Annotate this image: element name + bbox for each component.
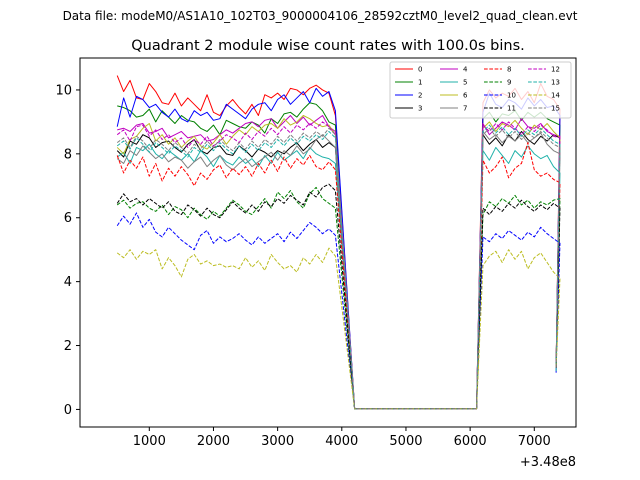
legend-label: 2	[418, 92, 422, 100]
y-tick-label: 0	[64, 403, 72, 418]
series-line-15	[116, 127, 561, 410]
y-tick-label: 10	[55, 83, 72, 98]
legend-label: 8	[507, 66, 511, 74]
series-line-11	[116, 183, 561, 410]
axes-frame	[79, 57, 577, 428]
legend-label: 12	[551, 66, 560, 74]
x-tick-label: 6000	[454, 434, 487, 449]
legend-label: 7	[463, 105, 467, 113]
series-line-5	[116, 143, 561, 410]
plot-area	[116, 75, 561, 410]
x-tick-label: 5000	[389, 434, 422, 449]
x-tick-label: 4000	[325, 434, 358, 449]
legend-label: 9	[507, 79, 511, 87]
x-tick-label: 2000	[197, 434, 230, 449]
legend-label: 13	[551, 79, 560, 87]
series-line-13	[116, 124, 561, 410]
series-line-9	[116, 186, 561, 410]
legend-label: 10	[507, 92, 516, 100]
legend-label: 5	[463, 79, 467, 87]
series-line-1	[117, 102, 561, 410]
legend-box	[389, 61, 572, 119]
legend-label: 4	[463, 66, 468, 74]
series-line-10	[116, 212, 561, 410]
y-tick-label: 8	[64, 147, 72, 162]
legend-label: 0	[418, 66, 422, 74]
figure-suptitle: Data file: modeM0/AS1A10_102T03_90000041…	[63, 9, 578, 23]
x-tick-label: 3000	[261, 434, 294, 449]
legend-label: 6	[463, 92, 468, 100]
series-line-7	[116, 130, 561, 410]
chart-title: Quadrant 2 module wise count rates with …	[131, 38, 525, 54]
y-tick-label: 4	[64, 275, 72, 290]
series-line-8	[116, 142, 561, 410]
y-tick-label: 2	[64, 339, 72, 354]
series-line-12	[116, 121, 561, 410]
x-axis: 1000 2000 3000 4000 5000 6000 7000	[133, 427, 551, 449]
legend-label: 1	[418, 79, 422, 87]
x-tick-label: 7000	[518, 434, 551, 449]
y-axis: 0 2 4 6 8 10	[55, 83, 80, 418]
legend-label: 15	[551, 105, 560, 113]
legend-label: 3	[418, 105, 422, 113]
x-offset-label: +3.48e8	[520, 455, 576, 470]
series-line-14	[116, 247, 561, 410]
x-tick-label: 1000	[133, 434, 166, 449]
y-tick-label: 6	[64, 211, 72, 226]
legend-label: 11	[507, 105, 516, 113]
legend-label: 14	[551, 92, 560, 100]
